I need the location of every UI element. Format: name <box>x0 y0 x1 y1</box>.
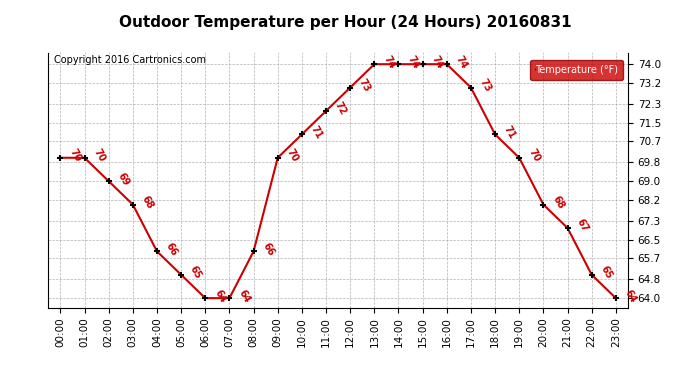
Text: 66: 66 <box>261 241 276 258</box>
Text: 74: 74 <box>454 54 469 70</box>
Text: 71: 71 <box>502 124 518 141</box>
Text: 68: 68 <box>551 194 566 211</box>
Text: 74: 74 <box>430 54 445 70</box>
Text: 65: 65 <box>599 264 614 281</box>
Text: 70: 70 <box>526 147 542 164</box>
Text: 69: 69 <box>116 171 131 188</box>
Text: 68: 68 <box>140 194 155 211</box>
Text: 73: 73 <box>478 77 493 94</box>
Text: 67: 67 <box>575 217 590 234</box>
Text: 74: 74 <box>406 54 421 70</box>
Text: 64: 64 <box>213 288 228 304</box>
Text: 73: 73 <box>357 77 373 94</box>
Text: 65: 65 <box>188 264 204 281</box>
Text: 71: 71 <box>309 124 324 141</box>
Text: 72: 72 <box>333 100 348 117</box>
Text: 70: 70 <box>92 147 107 164</box>
Text: Copyright 2016 Cartronics.com: Copyright 2016 Cartronics.com <box>54 55 206 65</box>
Text: 74: 74 <box>382 54 397 70</box>
Text: Outdoor Temperature per Hour (24 Hours) 20160831: Outdoor Temperature per Hour (24 Hours) … <box>119 15 571 30</box>
Text: 64: 64 <box>623 288 638 304</box>
Text: 70: 70 <box>285 147 300 164</box>
Legend: Temperature (°F): Temperature (°F) <box>531 60 623 80</box>
Text: 70: 70 <box>68 147 83 164</box>
Text: 64: 64 <box>237 288 252 304</box>
Text: 66: 66 <box>164 241 179 258</box>
